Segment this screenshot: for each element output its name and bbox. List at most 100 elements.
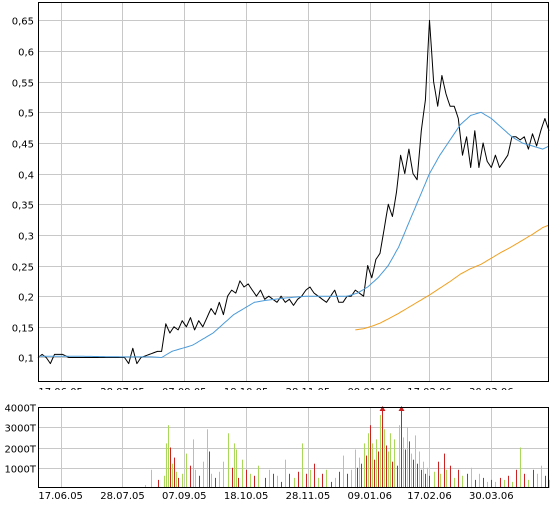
volume-bar (234, 443, 235, 488)
price-plot-frame (38, 2, 549, 382)
volume-bar (500, 477, 501, 488)
volume-bar (537, 473, 538, 488)
volume-bar (397, 465, 398, 488)
volume-bar (394, 439, 395, 488)
moving-average-long-line (355, 224, 550, 331)
volume-x-tick-label: 28.11.05 (286, 491, 331, 502)
volume-bar (361, 463, 362, 488)
volume-bar (302, 443, 303, 488)
volume-plot-frame (38, 407, 549, 488)
volume-bar (392, 461, 393, 488)
price-x-tick-label: 17.06.05 (38, 387, 83, 390)
volume-bar (374, 459, 375, 488)
volume-bar (370, 425, 371, 488)
volume-bar (475, 479, 476, 488)
volume-bar (462, 475, 463, 488)
volume-bar (298, 471, 299, 488)
price-x-tick-label: 07.09.05 (162, 387, 207, 390)
price-y-tick-label: 0,6 (18, 48, 34, 59)
moving-average-short-line (38, 111, 550, 358)
volume-bar (545, 475, 546, 488)
volume-bar (454, 477, 455, 488)
volume-bar (238, 477, 239, 488)
volume-bar (413, 459, 414, 488)
volume-bar (458, 469, 459, 488)
volume-bar (399, 425, 400, 488)
volume-bar (427, 467, 428, 489)
volume-bar (357, 467, 358, 489)
volume-bar (359, 457, 360, 488)
volume-bar (254, 475, 255, 488)
volume-bar (273, 473, 274, 488)
volume-bar (331, 481, 332, 488)
volume-bar (366, 455, 367, 488)
price-y-tick-label: 0,25 (12, 263, 34, 274)
volume-bar (368, 433, 369, 488)
volume-bar (289, 473, 290, 488)
volume-bar (207, 429, 208, 488)
volume-bar (335, 477, 336, 488)
volume-bar (164, 475, 165, 488)
volume-bar (376, 439, 377, 488)
volume-bar (172, 463, 173, 488)
volume-bar (411, 453, 412, 488)
volume-bar (182, 473, 183, 488)
volume-x-tick-label: 30.03.06 (469, 491, 514, 502)
volume-bar (306, 473, 307, 488)
price-y-tick-label: 0,4 (18, 171, 34, 182)
volume-bar (158, 479, 159, 488)
volume-bar (314, 463, 315, 488)
price-y-tick-label: 0,45 (12, 140, 34, 151)
volume-bar (236, 449, 237, 488)
volume-bar (178, 477, 179, 488)
volume-bar (417, 463, 418, 488)
volume-bar (269, 469, 270, 488)
volume-bar (203, 461, 204, 488)
volume-bar (386, 445, 387, 488)
volume-bar (215, 477, 216, 488)
volume-bar (145, 485, 146, 488)
volume-bar (285, 459, 286, 488)
volume-bar (508, 475, 509, 488)
volume-x-tick-label: 09.01.06 (347, 491, 392, 502)
volume-bar (440, 473, 441, 488)
volume-bar (405, 449, 406, 488)
volume-bar (355, 449, 356, 488)
volume-bar (211, 473, 212, 488)
volume-bar (170, 447, 171, 488)
volume-bar (483, 477, 484, 488)
volume-x-tick-label: 17.02.06 (407, 491, 452, 502)
volume-bar (364, 443, 365, 488)
volume-bar (190, 465, 191, 488)
volume-bar (479, 473, 480, 488)
volume-bar (487, 481, 488, 488)
volume-x-tick-label: 17.06.05 (38, 491, 83, 502)
volume-bar (195, 469, 196, 488)
volume-bar (223, 461, 224, 488)
volume-bar (318, 477, 319, 488)
volume-bar (380, 415, 381, 488)
volume-bar (151, 469, 152, 488)
volume-bar (520, 447, 521, 488)
volume-bar (228, 433, 229, 488)
volume-bar (429, 475, 430, 488)
price-y-tick-label: 0,35 (12, 201, 34, 212)
volume-bar (166, 443, 167, 488)
volume-bar (446, 469, 447, 488)
volume-y-tick-label: 4000T (4, 404, 36, 415)
volume-x-tick-label: 28.07.05 (100, 491, 145, 502)
volume-bar (232, 467, 233, 489)
volume-bar (524, 473, 525, 488)
price-y-tick-label: 0,15 (12, 324, 34, 335)
volume-bar (351, 469, 352, 488)
price-x-tick-label: 28.07.05 (100, 387, 145, 390)
volume-bar (390, 433, 391, 488)
volume-bar (258, 465, 259, 488)
volume-bar (343, 455, 344, 488)
volume-bar (528, 479, 529, 488)
price-y-tick-label: 0,5 (18, 109, 34, 120)
volume-x-tick-label: 18.10.05 (224, 491, 269, 502)
volume-bar (512, 481, 513, 488)
volume-bar (384, 429, 385, 488)
volume-bar (382, 407, 383, 488)
